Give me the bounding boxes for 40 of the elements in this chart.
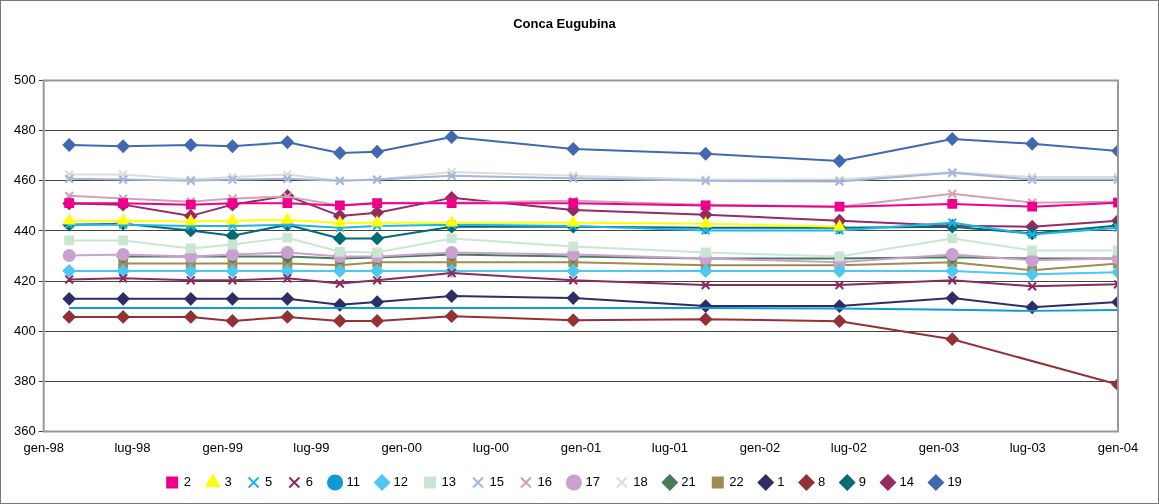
legend-label: 9 bbox=[858, 474, 866, 490]
legend-label: 15 bbox=[489, 474, 504, 490]
y-tick-label: 480 bbox=[13, 122, 36, 138]
x-tick-label: gen-99 bbox=[202, 439, 243, 455]
x-tick-label: gen-01 bbox=[560, 439, 602, 455]
legend-label: 16 bbox=[537, 474, 552, 490]
legend-label: 18 bbox=[633, 474, 648, 490]
legend-label: 8 bbox=[817, 474, 826, 490]
chart-title: Conca Eugubina bbox=[513, 16, 617, 32]
x-tick-label: gen-04 bbox=[1097, 439, 1139, 455]
legend-label: 1 bbox=[777, 474, 785, 490]
x-tick-label: lug-03 bbox=[1009, 439, 1046, 455]
x-tick-label: gen-98 bbox=[23, 439, 64, 455]
legend-label: 14 bbox=[899, 474, 914, 490]
x-tick-label: lug-98 bbox=[114, 439, 151, 455]
y-tick-label: 500 bbox=[13, 72, 36, 88]
y-tick-label: 460 bbox=[13, 172, 36, 188]
legend-label: 5 bbox=[265, 474, 273, 490]
legend-label: 3 bbox=[224, 474, 232, 490]
legend-label: 21 bbox=[681, 474, 696, 490]
legend-label: 11 bbox=[346, 474, 361, 490]
legend-label: 12 bbox=[393, 474, 409, 490]
y-tick-label: 360 bbox=[13, 422, 36, 438]
x-tick-label: gen-00 bbox=[381, 439, 422, 455]
legend-label: 22 bbox=[729, 474, 744, 490]
x-tick-label: lug-02 bbox=[830, 439, 867, 455]
x-tick-label: lug-00 bbox=[472, 439, 509, 455]
legend-label: 19 bbox=[947, 474, 962, 490]
x-tick-label: gen-03 bbox=[918, 439, 960, 455]
legend-label: 17 bbox=[585, 474, 600, 490]
x-tick-label: lug-99 bbox=[293, 439, 330, 455]
x-tick-label: lug-01 bbox=[651, 439, 688, 455]
y-tick-label: 420 bbox=[13, 272, 36, 288]
x-tick-label: gen-02 bbox=[739, 439, 781, 455]
legend-label: 13 bbox=[441, 474, 456, 490]
y-tick-label: 400 bbox=[13, 322, 36, 338]
legend-label: 6 bbox=[305, 474, 314, 490]
legend-label: 2 bbox=[183, 474, 191, 490]
y-tick-label: 440 bbox=[13, 222, 36, 238]
y-tick-label: 380 bbox=[13, 372, 36, 388]
